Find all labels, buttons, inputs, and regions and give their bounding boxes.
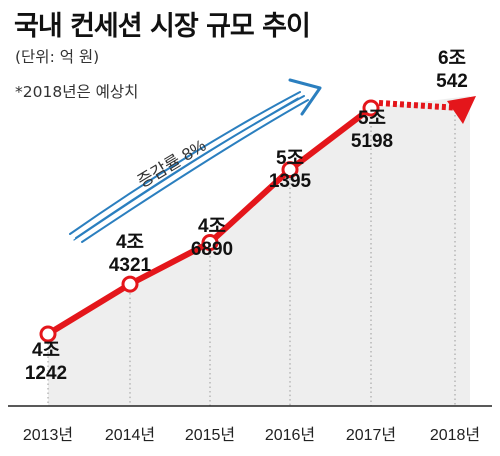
area-fill [48,96,470,406]
x-tick-label-2017년: 2017년 [346,426,396,444]
x-tick-label-2014년: 2014년 [105,426,155,444]
data-label-2017년-jo: 5조 [358,108,386,129]
chart-title: 국내 컨세션 시장 규모 추이 [14,11,311,42]
unit-note: (단위: 억 원) [15,48,100,66]
data-point-2016년 [281,161,299,179]
data-label-2014년-eok: 4321 [109,255,152,276]
data-label-2018년-eok: 542 [436,71,468,92]
data-label-2017년-eok: 5198 [351,131,393,152]
x-tick-label-2015년: 2015년 [185,426,235,444]
data-label-2015년-eok: 6890 [191,239,233,260]
data-label-2014년-jo: 4조 [116,232,144,253]
estimate-arrowhead [447,96,476,124]
data-point-2017년 [362,99,380,117]
data-point-2015년 [201,234,219,252]
data-point-2014년 [121,275,139,293]
growth-arrow-stroke [69,91,301,235]
x-tick-label-2016년: 2016년 [265,426,315,444]
data-label-2015년-jo: 4조 [198,216,226,237]
data-label-2016년-jo: 5조 [276,148,304,169]
data-label-2016년-eok: 1395 [269,171,312,192]
growth-arrow-stroke [73,97,299,241]
growth-arrow-stroke [81,99,309,243]
data-label-2013년-eok: 1242 [25,363,67,384]
x-tick-label-2013년: 2013년 [23,426,73,444]
growth-arrow [69,78,322,243]
data-label-2018년-jo: 6조 [438,48,466,69]
estimate-note: *2018년은 예상치 [15,83,139,101]
growth-arrow-head [288,78,322,116]
data-point-2013년 [39,325,57,343]
x-tick-label-2018년: 2018년 [430,426,480,444]
data-label-2013년-jo: 4조 [32,340,60,361]
